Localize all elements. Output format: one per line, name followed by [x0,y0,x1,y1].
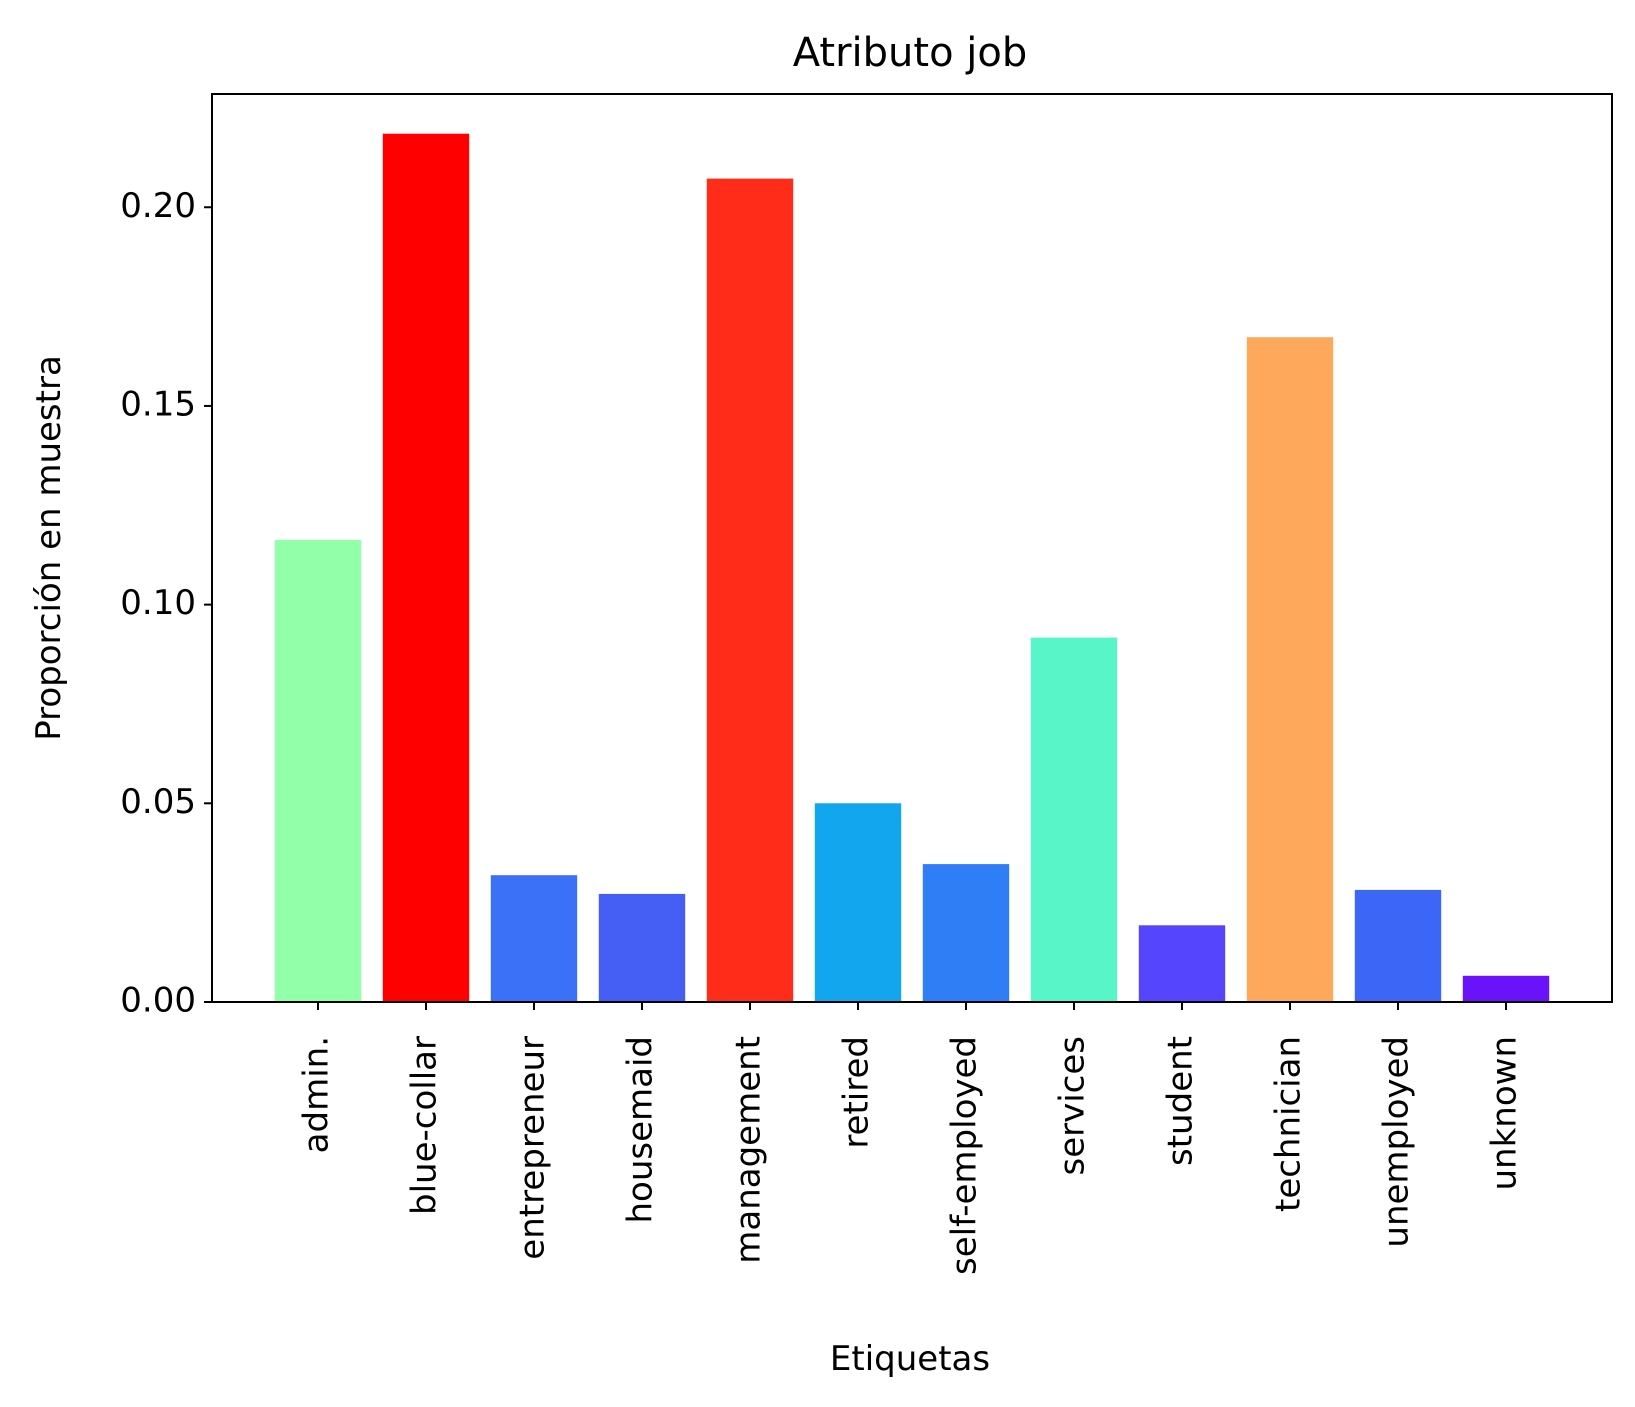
x-axis-label: Etiquetas [830,1339,990,1379]
y-tick-label: 0.10 [120,583,196,623]
bars-group [274,133,1550,1003]
y-axis-label: Proporción en muestra [29,355,69,741]
x-tick-label: management [729,1036,769,1264]
x-tick-label: retired [837,1036,877,1149]
x-tick-label: student [1161,1036,1201,1166]
bar-blue-collar [382,133,470,1002]
bar-services [1030,637,1118,1002]
x-tick-label: unknown [1485,1036,1525,1191]
x-tick-label: entrepreneur [513,1036,553,1260]
x-tick-label: unemployed [1377,1036,1417,1248]
x-tick-label: services [1053,1036,1093,1176]
bar-retired [814,803,902,1002]
y-tick-label: 0.05 [120,782,196,822]
bar-unknown [1462,975,1550,1002]
x-axis-ticks: admin. blue-collar entrepreneur housemaid ma… [297,1002,1525,1275]
x-tick-label: admin. [297,1036,337,1153]
x-tick-label: technician [1269,1036,1309,1212]
y-tick-label: 0.20 [120,186,196,226]
bar-unemployed [1354,889,1442,1002]
bar-student [1138,925,1226,1002]
bar-housemaid [598,893,686,1002]
y-tick-label: 0.00 [120,981,196,1021]
x-tick-label: self-employed [945,1036,985,1275]
bar-entrepreneur [490,875,578,1002]
y-tick-label: 0.15 [120,384,196,424]
x-tick-label: housemaid [621,1036,661,1224]
bar-technician [1246,337,1334,1002]
bar-self-employed [922,864,1010,1002]
chart-title: Atributo job [793,30,1028,76]
bar-admin [274,539,362,1002]
plot-frame [211,93,1613,1003]
x-tick-label: blue-collar [405,1036,445,1215]
y-axis-ticks: 0.00 0.05 0.10 0.15 0.20 [120,186,212,1021]
bar-management [706,178,794,1003]
